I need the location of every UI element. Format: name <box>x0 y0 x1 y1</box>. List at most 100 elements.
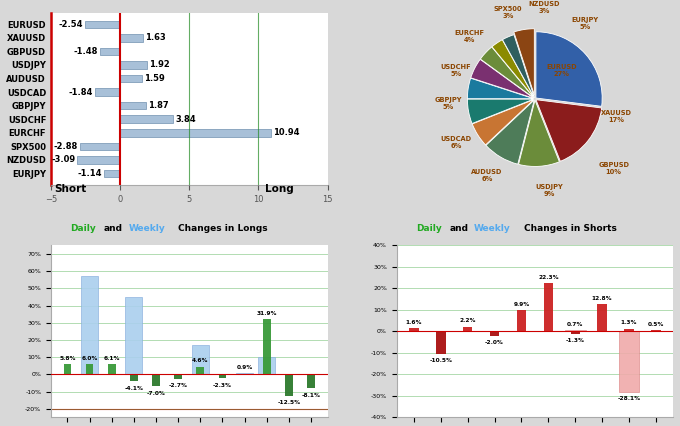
Bar <box>100 48 120 55</box>
Bar <box>436 331 445 354</box>
Bar <box>263 320 271 374</box>
Text: -7.0%: -7.0% <box>147 391 165 396</box>
Text: SPX500
3%: SPX500 3% <box>494 6 522 19</box>
Text: 0.5%: 0.5% <box>648 322 664 327</box>
Bar <box>120 102 146 109</box>
Text: EURCHF
4%: EURCHF 4% <box>455 30 485 43</box>
Text: Weekly: Weekly <box>129 224 165 233</box>
Wedge shape <box>492 40 534 98</box>
Text: Daily: Daily <box>416 224 442 233</box>
Text: 6.1%: 6.1% <box>103 356 120 361</box>
Text: 1.59: 1.59 <box>144 74 165 83</box>
Bar <box>104 170 120 177</box>
Text: Changes in Shorts: Changes in Shorts <box>524 224 617 233</box>
Text: -4.1%: -4.1% <box>124 386 143 391</box>
Wedge shape <box>519 100 560 167</box>
Bar <box>95 88 120 96</box>
Text: XAUUSD
17%: XAUUSD 17% <box>601 109 632 123</box>
Bar <box>565 330 585 331</box>
Bar <box>120 34 143 42</box>
Text: and: and <box>103 224 122 233</box>
Text: -2.0%: -2.0% <box>485 340 504 345</box>
Text: Short: Short <box>54 184 86 194</box>
Bar <box>651 330 661 331</box>
Bar <box>120 61 147 69</box>
Bar <box>81 276 98 374</box>
Bar <box>86 364 93 374</box>
Text: -1.14: -1.14 <box>78 169 102 178</box>
Text: NZDUSD
3%: NZDUSD 3% <box>529 1 560 14</box>
Text: 31.9%: 31.9% <box>256 311 277 317</box>
Bar <box>598 304 607 331</box>
Bar <box>571 331 580 334</box>
Text: -2.54: -2.54 <box>58 20 83 29</box>
Text: -2.3%: -2.3% <box>213 383 232 388</box>
Bar <box>85 20 120 28</box>
Text: 10.94: 10.94 <box>273 128 300 137</box>
Text: GBPJPY
5%: GBPJPY 5% <box>435 97 462 110</box>
Text: 1.92: 1.92 <box>149 60 169 69</box>
Wedge shape <box>467 78 534 99</box>
Bar <box>197 366 204 374</box>
Bar <box>463 327 473 331</box>
Bar <box>517 310 526 331</box>
Wedge shape <box>471 59 534 98</box>
Text: -2.88: -2.88 <box>54 142 78 151</box>
Text: Long: Long <box>265 184 294 194</box>
Bar <box>152 374 160 386</box>
Text: Changes in Longs: Changes in Longs <box>178 224 268 233</box>
Bar <box>120 75 142 82</box>
Text: -28.1%: -28.1% <box>617 396 641 401</box>
Text: -10.5%: -10.5% <box>429 358 452 363</box>
Bar <box>130 374 138 382</box>
Text: Weekly: Weekly <box>474 224 511 233</box>
Text: 3.84: 3.84 <box>175 115 196 124</box>
Text: 1.63: 1.63 <box>145 33 165 43</box>
Bar <box>619 331 639 392</box>
Bar <box>409 328 419 331</box>
Wedge shape <box>514 29 534 95</box>
Text: -12.5%: -12.5% <box>277 400 301 405</box>
Text: -8.1%: -8.1% <box>302 393 320 398</box>
Text: Daily: Daily <box>70 224 96 233</box>
Text: EURJPY
5%: EURJPY 5% <box>571 17 598 31</box>
Bar <box>63 364 71 374</box>
Text: 22.3%: 22.3% <box>538 275 559 280</box>
Text: 0.9%: 0.9% <box>237 365 253 370</box>
Text: 2.2%: 2.2% <box>460 318 476 323</box>
Bar <box>78 156 120 164</box>
Wedge shape <box>536 32 602 106</box>
Wedge shape <box>536 100 602 161</box>
Bar <box>285 374 293 396</box>
Bar <box>307 374 315 389</box>
Text: USDJPY
9%: USDJPY 9% <box>535 184 563 197</box>
Text: 1.3%: 1.3% <box>621 320 637 325</box>
Text: AUDUSD
6%: AUDUSD 6% <box>471 169 503 182</box>
Bar <box>108 364 116 374</box>
Wedge shape <box>503 35 534 98</box>
Wedge shape <box>467 99 534 124</box>
Wedge shape <box>480 47 534 98</box>
Text: 12.8%: 12.8% <box>592 296 613 301</box>
Bar <box>192 345 209 374</box>
Text: -3.09: -3.09 <box>51 155 75 164</box>
Text: 1.87: 1.87 <box>148 101 169 110</box>
Bar <box>490 331 499 336</box>
Wedge shape <box>486 100 534 164</box>
Bar <box>544 283 553 331</box>
Text: 4.6%: 4.6% <box>192 358 209 363</box>
Text: GBPUSD
10%: GBPUSD 10% <box>598 161 629 175</box>
Text: 6.0%: 6.0% <box>82 356 98 361</box>
Bar <box>236 373 253 374</box>
Bar <box>120 115 173 123</box>
Text: -2.7%: -2.7% <box>169 383 188 389</box>
Bar <box>174 374 182 379</box>
Text: USDCAD
6%: USDCAD 6% <box>441 135 472 149</box>
Bar <box>624 328 634 331</box>
Bar <box>258 357 275 374</box>
Text: EURUSD
27%: EURUSD 27% <box>547 63 577 77</box>
Text: -1.84: -1.84 <box>68 88 92 97</box>
Text: -1.3%: -1.3% <box>566 339 585 343</box>
Wedge shape <box>472 100 534 145</box>
Bar <box>125 297 142 374</box>
